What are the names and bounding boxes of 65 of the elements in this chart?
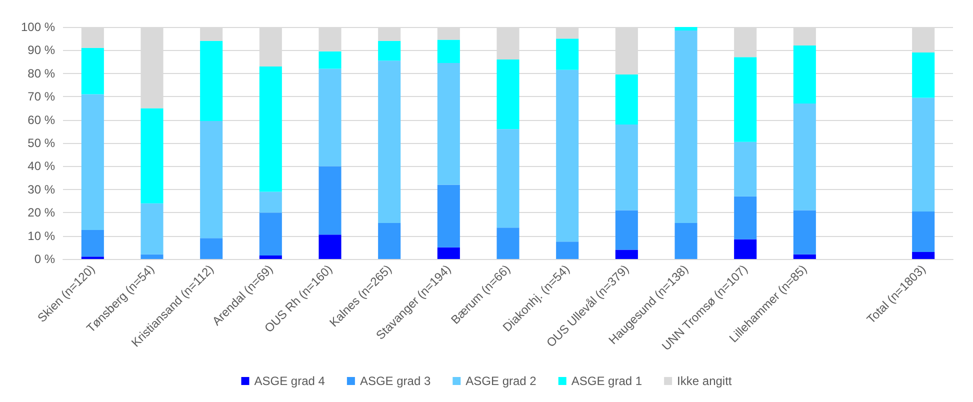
- bar: [912, 98, 935, 212]
- bar: [912, 52, 935, 98]
- bar: [200, 40, 223, 121]
- y-tick-label: 90 %: [28, 43, 56, 58]
- bar: [81, 48, 104, 94]
- y-tick-label: 10 %: [28, 228, 56, 243]
- bar: [81, 230, 104, 257]
- bar: [259, 192, 282, 213]
- bar: [674, 27, 698, 30]
- bar: [912, 211, 935, 252]
- bar: [734, 142, 757, 196]
- bar: [496, 59, 520, 130]
- bar: [140, 203, 164, 254]
- bar: [793, 254, 816, 259]
- bar: [318, 234, 342, 259]
- legend-label: ASGE grad 4: [254, 374, 326, 388]
- legend-label: ASGE grad 3: [360, 374, 431, 388]
- bar: [793, 210, 816, 254]
- y-tick-label: 0 %: [34, 252, 56, 266]
- bar: [378, 223, 401, 259]
- bar: [259, 212, 282, 256]
- bar: [615, 74, 638, 124]
- bar: [81, 94, 104, 230]
- bar: [200, 120, 223, 238]
- bar: [437, 247, 460, 259]
- y-tick-label: 40 %: [28, 159, 56, 174]
- bar: [378, 40, 401, 61]
- y-tick-label: 30 %: [28, 182, 56, 196]
- bar: [615, 124, 638, 210]
- bar: [140, 254, 164, 259]
- bar: [734, 196, 757, 240]
- bar: [318, 166, 342, 235]
- bar: [912, 252, 935, 259]
- y-tick-label: 20 %: [28, 206, 56, 220]
- bar: [615, 250, 638, 259]
- legend-label: Ikke angitt: [677, 374, 732, 388]
- bar: [496, 228, 520, 259]
- bar: [378, 60, 401, 224]
- bar: [734, 57, 757, 142]
- bar: [318, 68, 342, 166]
- bar: [793, 104, 816, 210]
- bar: [318, 51, 342, 69]
- y-tick-label: 100 %: [20, 20, 56, 34]
- y-tick-label: 50 %: [28, 136, 56, 150]
- bar: [200, 238, 223, 259]
- bar: [793, 46, 816, 104]
- bar: [140, 108, 164, 204]
- bar: [259, 256, 282, 259]
- y-tick-label: 80 %: [28, 66, 56, 80]
- legend-label: ASGE grad 2: [466, 374, 537, 388]
- bar: [437, 62, 460, 185]
- bar: [556, 70, 579, 242]
- legend-label: ASGE grad 1: [571, 374, 642, 388]
- bar: [674, 223, 698, 259]
- bar: [734, 239, 757, 259]
- bar: [615, 210, 638, 250]
- bar: [556, 38, 579, 70]
- bar: [674, 30, 698, 224]
- y-tick-label: 60 %: [28, 112, 56, 127]
- bar: [437, 184, 460, 248]
- y-tick-label: 70 %: [28, 90, 56, 104]
- bar: [496, 129, 520, 228]
- bar: [437, 40, 460, 63]
- bar: [259, 66, 282, 192]
- bar: [556, 242, 579, 259]
